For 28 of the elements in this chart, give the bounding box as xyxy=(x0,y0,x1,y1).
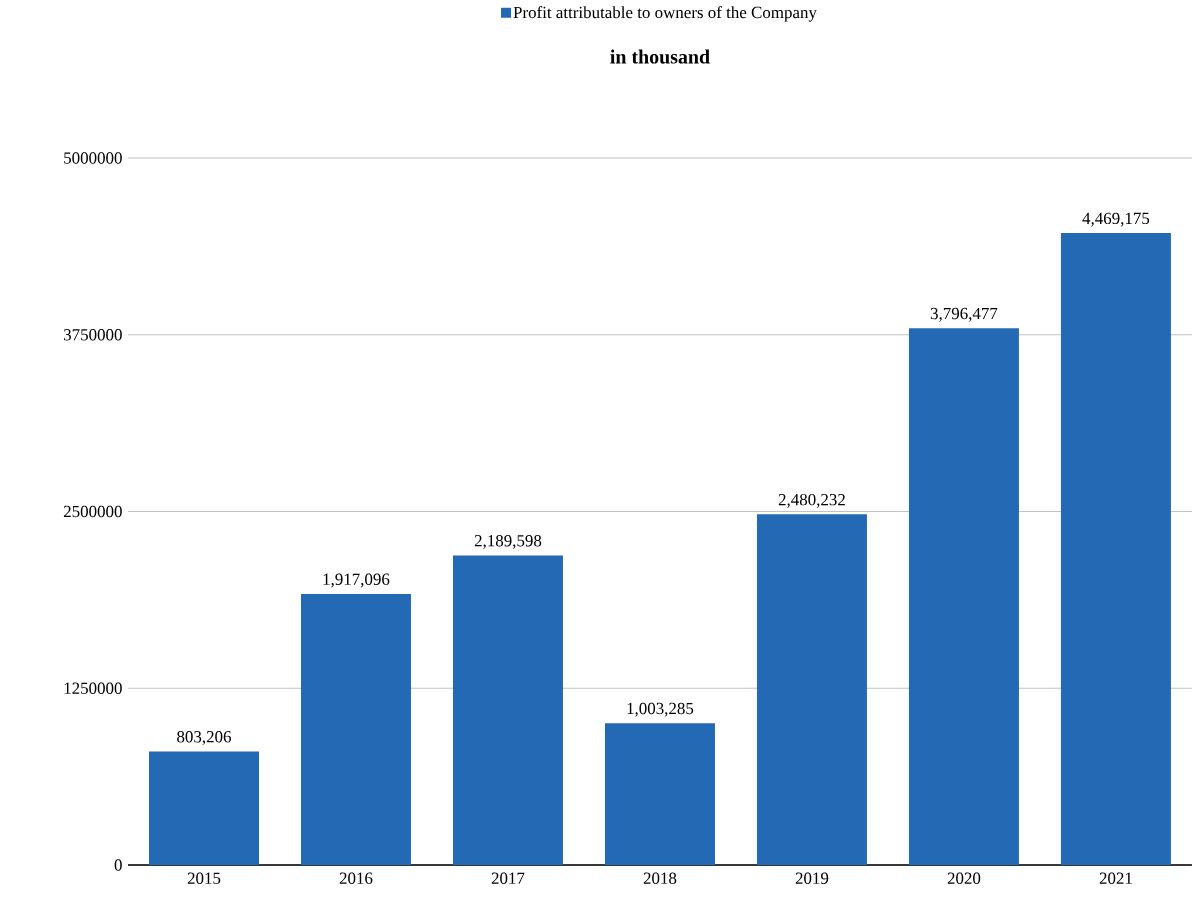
y-tick-label: 3750000 xyxy=(64,329,122,341)
data-label: 803,206 xyxy=(177,731,232,745)
data-label: 2,189,598 xyxy=(474,535,542,549)
chart-title: in thousand xyxy=(610,49,710,64)
x-tick-label: 2018 xyxy=(643,872,677,884)
data-label: 1,917,096 xyxy=(323,573,390,588)
bar xyxy=(756,514,867,865)
x-tick-label: 2016 xyxy=(339,872,373,884)
data-label: 4,469,175 xyxy=(1082,212,1150,227)
x-tick-label: 2017 xyxy=(491,872,525,884)
bar xyxy=(908,328,1019,865)
x-tick-label: 2019 xyxy=(795,872,829,884)
x-tick-label: 2020 xyxy=(947,872,981,884)
bar xyxy=(452,555,563,865)
x-tick-label: 2015 xyxy=(187,872,221,884)
y-tick-label: 1250000 xyxy=(64,682,122,694)
data-label: 3,796,477 xyxy=(930,307,998,322)
data-label: 2,480,232 xyxy=(778,493,845,508)
bar xyxy=(1060,233,1171,865)
x-tick-label: 2021 xyxy=(1099,872,1132,884)
y-tick-label: 0 xyxy=(114,859,122,871)
bar xyxy=(604,723,715,865)
y-tick-label: 5000000 xyxy=(64,152,122,164)
data-label: 1,003,285 xyxy=(627,702,694,717)
y-tick-label: 2500000 xyxy=(63,505,122,518)
bar xyxy=(149,751,259,865)
legend-label: Profit attributable to owners of the Company xyxy=(513,6,817,22)
bar xyxy=(300,593,411,865)
